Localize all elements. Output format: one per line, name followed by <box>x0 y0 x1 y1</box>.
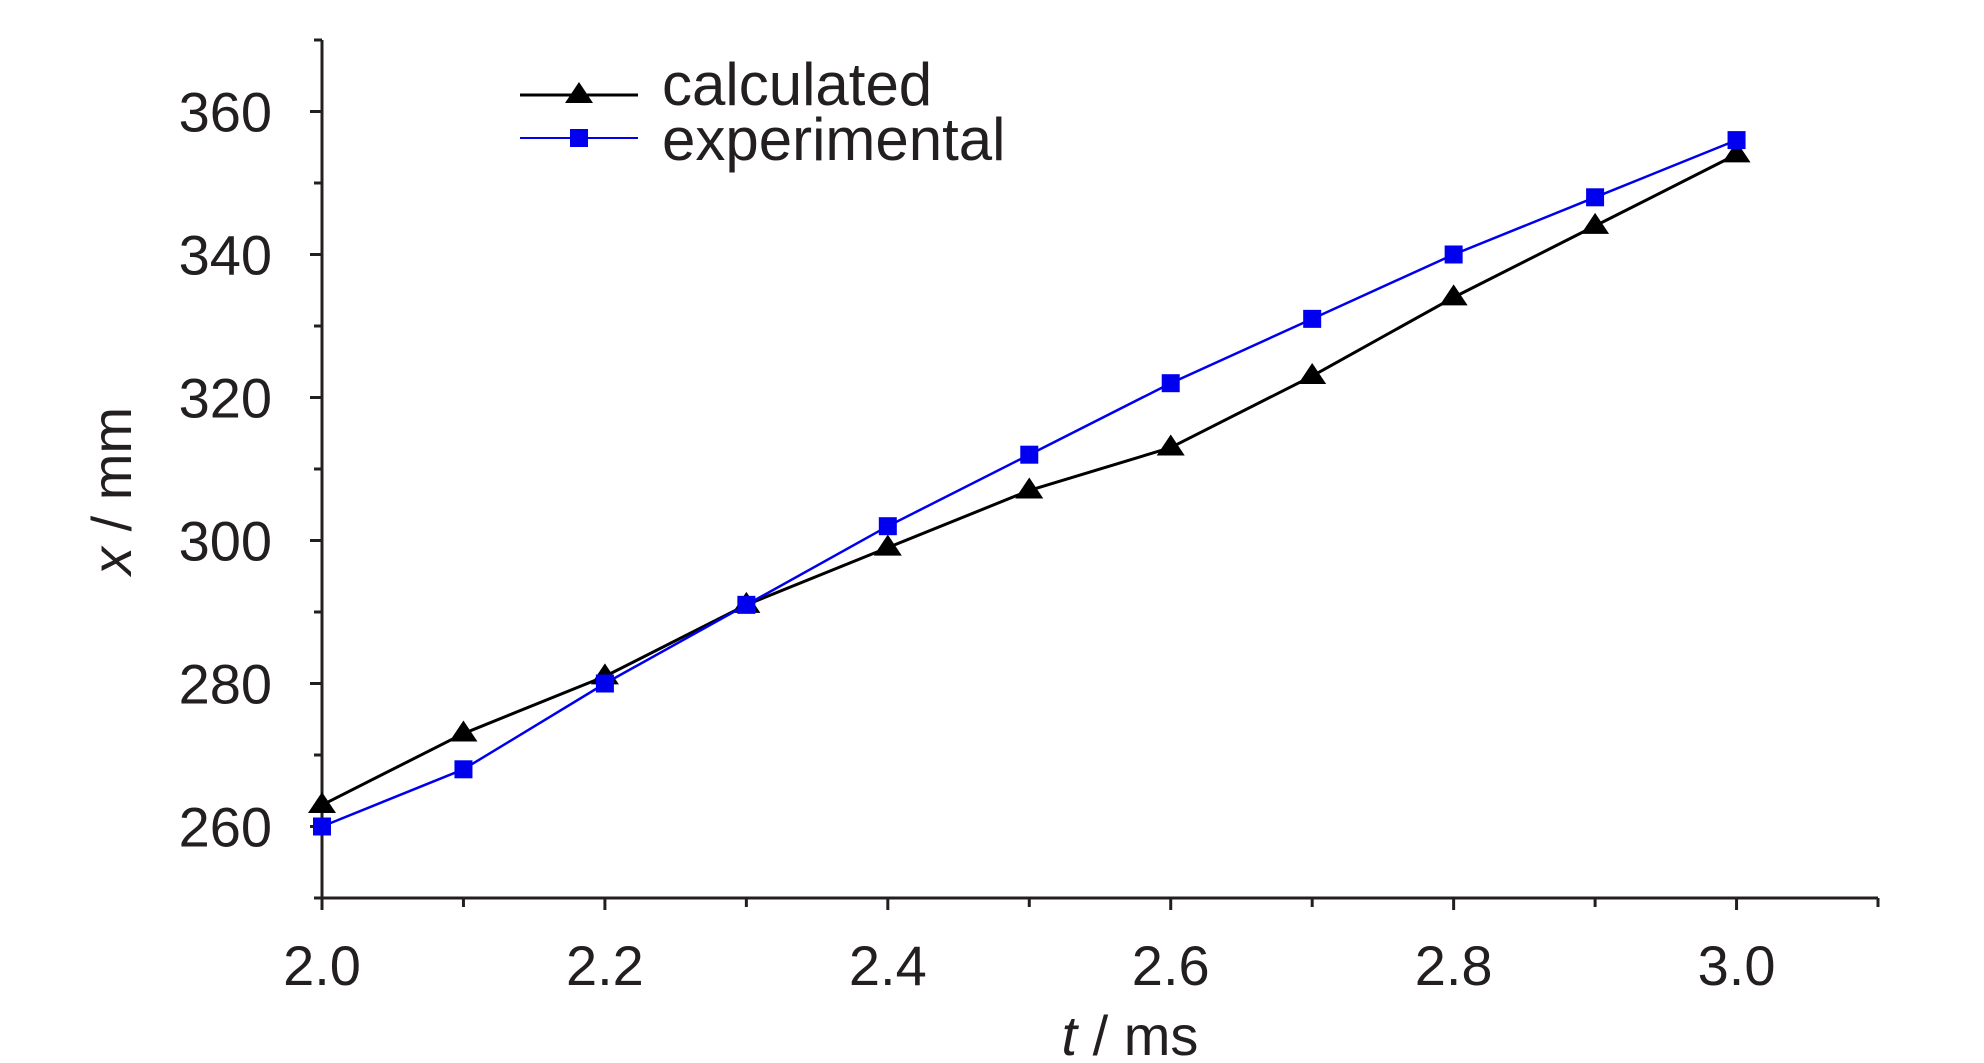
y-tick-label: 260 <box>179 796 272 859</box>
data-point-experimental <box>878 517 897 536</box>
y-axis-title: x / mm <box>80 407 143 578</box>
y-tick-label: 320 <box>179 367 272 430</box>
x-tick-label: 3.0 <box>1698 934 1776 997</box>
legend-label-experimental: experimental <box>662 106 1006 173</box>
series-experimental <box>313 131 1746 836</box>
data-point-calculated <box>1298 363 1327 385</box>
y-tick-label: 360 <box>179 81 272 144</box>
legend-marker-experimental <box>570 129 588 147</box>
data-point-calculated <box>1722 141 1751 163</box>
legend: calculated experimental <box>520 51 1006 173</box>
data-point-calculated <box>449 720 478 742</box>
y-axis-unit: / mm <box>80 407 143 547</box>
x-tick-label: 2.6 <box>1132 934 1210 997</box>
y-axis-variable: x <box>80 545 143 578</box>
data-point-experimental <box>1161 374 1180 393</box>
x-tick-label: 2.4 <box>849 934 927 997</box>
data-point-calculated <box>308 792 336 814</box>
tick-marks <box>310 38 1880 910</box>
x-tick-label: 2.2 <box>566 934 644 997</box>
y-tick-label: 280 <box>179 653 272 716</box>
data-point-experimental <box>454 760 473 779</box>
data-point-experimental <box>313 817 331 836</box>
tick-labels: 2.0 2.2 2.4 2.6 2.8 3.0 260 280 300 320 340 360 <box>179 81 1776 998</box>
data-point-experimental <box>1727 131 1746 150</box>
data-point-calculated <box>1439 284 1468 306</box>
legend-marker-calculated <box>565 82 593 103</box>
data-point-experimental <box>737 595 756 614</box>
data-point-experimental <box>1020 445 1039 464</box>
x-tick-label: 2.8 <box>1415 934 1493 997</box>
data-point-calculated <box>1156 434 1185 456</box>
data-point-experimental <box>1303 309 1322 328</box>
y-tick-label: 340 <box>179 224 272 287</box>
data-point-experimental <box>595 674 614 693</box>
y-tick-label: 300 <box>179 510 272 573</box>
data-point-experimental <box>1586 188 1605 207</box>
x-tick-label: 2.0 <box>283 934 361 997</box>
data-point-calculated <box>1015 477 1044 499</box>
x-axis-variable: t <box>1062 1004 1080 1063</box>
data-point-calculated <box>873 534 902 556</box>
x-axis-title: t / ms <box>1062 1004 1199 1063</box>
x-axis-unit: / ms <box>1077 1004 1198 1063</box>
data-point-calculated <box>1581 212 1610 234</box>
legend-label-calculated: calculated <box>662 51 932 118</box>
series-layer <box>308 131 1751 836</box>
data-point-experimental <box>1444 245 1463 264</box>
